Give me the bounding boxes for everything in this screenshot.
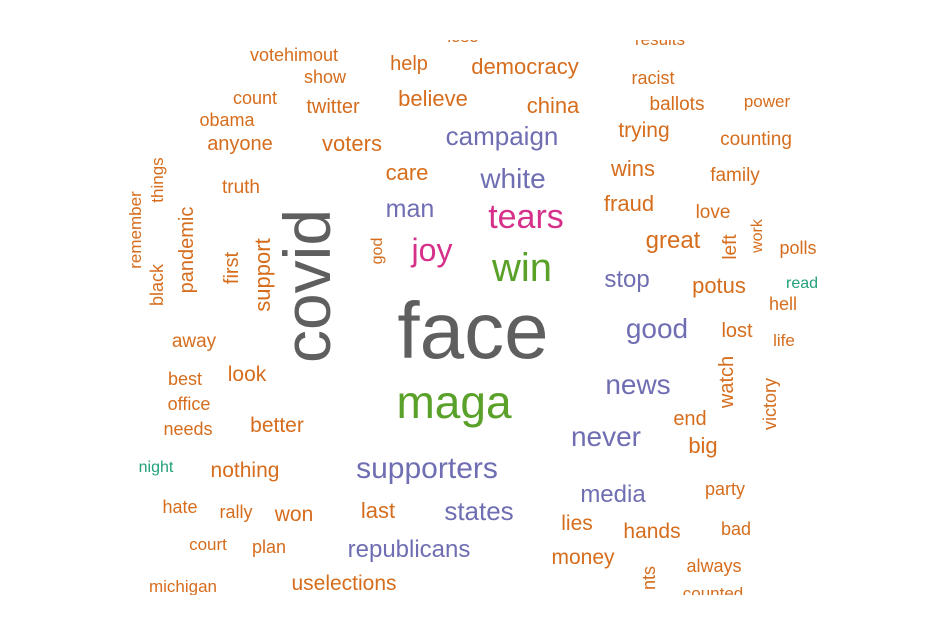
word-bad: bad — [721, 519, 751, 539]
word-campaign: campaign — [446, 121, 559, 151]
word-rally: rally — [219, 502, 252, 522]
word-states: states — [444, 496, 513, 526]
word-black: black — [147, 263, 167, 306]
word-night: night — [139, 459, 174, 476]
word-twitter: twitter — [306, 96, 360, 118]
word-watch: watch — [716, 356, 738, 409]
word-love: love — [696, 202, 731, 223]
word-face: face — [397, 286, 548, 375]
word-plan: plan — [252, 537, 286, 557]
word-hell: hell — [769, 294, 797, 314]
word-china: china — [527, 93, 580, 118]
word-always: always — [686, 556, 741, 576]
word-good: good — [626, 313, 688, 344]
word-great: great — [646, 227, 701, 254]
word-ballots: ballots — [650, 94, 705, 115]
word-support: support — [250, 238, 275, 311]
word-news: news — [605, 369, 670, 400]
word-left: left — [720, 234, 741, 260]
word-maga: maga — [396, 376, 511, 428]
word-republicans: republicans — [348, 536, 471, 563]
word-truth: truth — [222, 177, 260, 198]
word-god: god — [369, 238, 386, 265]
word-lost: lost — [721, 320, 753, 342]
word-better: better — [250, 414, 304, 437]
word-polls: polls — [779, 238, 816, 258]
word-work: work — [749, 218, 766, 254]
word-lies: lies — [561, 512, 593, 535]
word-never: never — [571, 421, 641, 452]
word-last: last — [361, 498, 395, 523]
word-away: away — [172, 331, 217, 352]
word-anyone: anyone — [207, 133, 273, 155]
word-wins: wins — [610, 156, 655, 181]
word-tears: tears — [488, 198, 564, 236]
word-power: power — [744, 92, 791, 111]
word-votehimout: votehimout — [250, 45, 338, 65]
word-uselections: uselections — [291, 572, 396, 595]
word-supporters: supporters — [356, 452, 498, 485]
word-life: life — [773, 331, 795, 350]
word-joy: joy — [411, 232, 453, 268]
word-voters: voters — [322, 131, 382, 156]
word-end: end — [673, 408, 706, 430]
word-obama: obama — [199, 110, 255, 130]
word-look: look — [228, 363, 267, 386]
word-help: help — [390, 53, 428, 75]
word-victory: victory — [760, 378, 780, 430]
word-democracy: democracy — [471, 54, 579, 79]
word-covid: covid — [270, 209, 344, 363]
word-court: court — [189, 535, 227, 554]
word-care: care — [386, 160, 429, 185]
word-michigan: michigan — [149, 577, 217, 596]
word-family: family — [710, 165, 760, 186]
word-needs: needs — [163, 419, 212, 439]
word-win: win — [491, 246, 552, 290]
word-things: things — [148, 157, 167, 202]
word-believe: believe — [398, 86, 468, 111]
word-white: white — [479, 163, 545, 194]
word-fraud: fraud — [604, 191, 654, 216]
word-money: money — [551, 546, 615, 569]
word-count: count — [233, 88, 277, 108]
word-big: big — [688, 433, 717, 458]
word-man: man — [386, 195, 435, 223]
word-lose: lose — [447, 27, 478, 46]
word-nts: nts — [639, 566, 659, 590]
word-first: first — [221, 251, 243, 284]
word-show: show — [304, 67, 347, 87]
word-pandemic: pandemic — [176, 207, 198, 294]
word-read: read — [786, 275, 818, 292]
word-best: best — [168, 369, 202, 389]
word-potus: potus — [692, 273, 746, 298]
word-nothing: nothing — [211, 459, 280, 482]
word-counting: counting — [720, 129, 792, 150]
word-remember: remember — [126, 191, 145, 269]
word-hands: hands — [623, 520, 680, 543]
word-party: party — [705, 479, 745, 499]
word-results: results — [635, 30, 685, 49]
word-racist: racist — [631, 68, 674, 88]
word-stop: stop — [604, 266, 649, 293]
word-trying: trying — [618, 119, 669, 142]
word-won: won — [274, 503, 314, 526]
word-hate: hate — [162, 497, 197, 517]
word-counted: counted — [683, 584, 744, 603]
word-office: office — [168, 394, 211, 414]
word-media: media — [580, 481, 646, 508]
